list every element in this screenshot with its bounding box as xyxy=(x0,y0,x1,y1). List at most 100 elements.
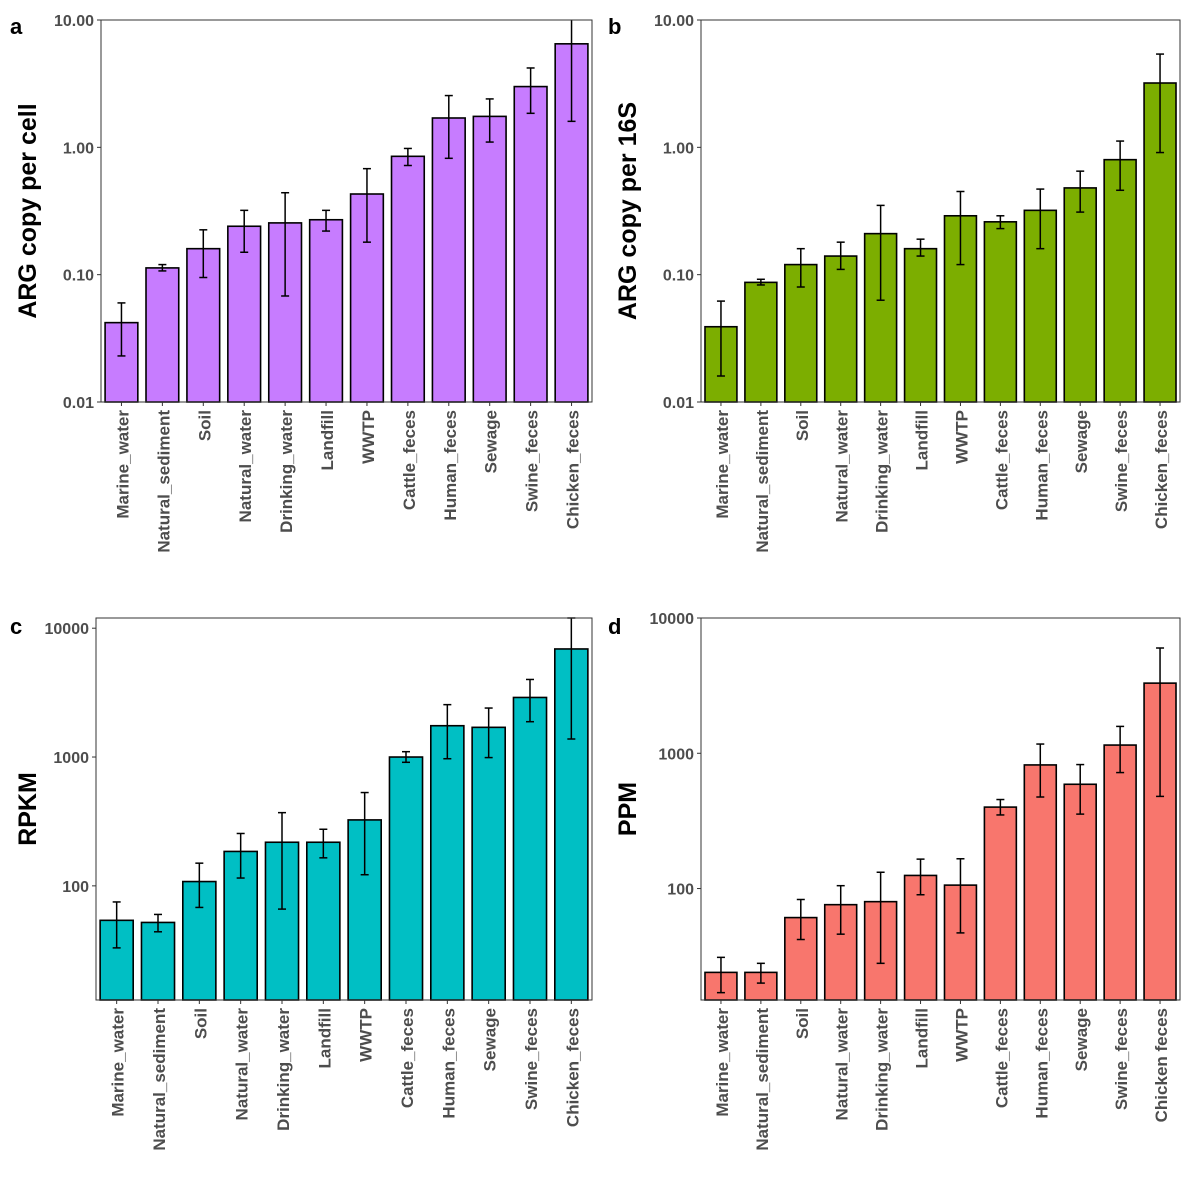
error-bar xyxy=(756,278,765,286)
bar xyxy=(1023,764,1058,1001)
error-bar xyxy=(360,791,369,876)
bar xyxy=(823,255,858,403)
error-bar xyxy=(836,884,845,935)
error-bar xyxy=(1036,188,1045,250)
error-bar xyxy=(484,707,493,759)
chart-panel-d: 100 1000 10000 Marine_water Natural_sediment… xyxy=(614,611,1181,1151)
x-tick-label: Human_feces xyxy=(439,1008,458,1119)
bar xyxy=(983,806,1018,1001)
error-bar xyxy=(567,20,576,123)
x-tick-label: Drinking_water xyxy=(277,410,296,533)
error-bar xyxy=(716,300,725,377)
error-bar xyxy=(240,209,249,253)
panel-label-b: b xyxy=(608,14,622,39)
panel-label-d: d xyxy=(608,614,622,639)
x-tick-label: Natural_water xyxy=(236,410,255,523)
bar xyxy=(1063,187,1097,403)
y-tick-label: 1000 xyxy=(53,750,89,767)
error-bar xyxy=(1156,53,1165,154)
x-tick-label: Soil xyxy=(793,410,812,441)
x-tick-label: Marine_water xyxy=(713,410,732,519)
error-bar xyxy=(403,147,412,167)
error-bar xyxy=(526,678,534,723)
error-bar xyxy=(278,811,286,910)
bar xyxy=(429,724,465,1001)
error-bar xyxy=(158,263,167,272)
chart-panel-c: 100 1000 10000 Marine_water Natural_sediment… xyxy=(14,617,593,1151)
x-tick-label: WWTP xyxy=(952,410,971,464)
x-tick-label: Cattle_feces xyxy=(398,1008,417,1108)
x-tick-label: WWTP xyxy=(357,1008,376,1062)
error-bar xyxy=(154,913,162,933)
bar xyxy=(308,218,344,403)
x-tick-label: Chicken_feces xyxy=(564,410,583,529)
x-tick-label: Sewage xyxy=(482,410,501,473)
error-bar xyxy=(1116,140,1125,192)
x-tick-label: Swine_feces xyxy=(522,1008,541,1110)
x-tick-label: Marine_water xyxy=(713,1008,732,1117)
panel-label-c: c xyxy=(10,614,23,639)
error-bar xyxy=(956,858,965,934)
y-tick-label: 10000 xyxy=(45,621,90,638)
error-bar xyxy=(112,901,121,949)
y-tick-label: 10000 xyxy=(650,611,695,628)
error-bar xyxy=(796,247,805,288)
error-bar xyxy=(444,94,453,160)
bar xyxy=(388,756,424,1001)
error-bar xyxy=(796,898,805,941)
x-tick-label: Marine_water xyxy=(113,410,132,519)
y-tick-label: 0.10 xyxy=(63,268,94,285)
error-bar xyxy=(236,832,245,879)
x-tick-label: Sewage xyxy=(481,1008,500,1071)
x-tick-label: Cattle_feces xyxy=(992,410,1011,510)
error-bar xyxy=(402,750,410,764)
bar xyxy=(512,696,548,1001)
error-bar xyxy=(716,956,725,994)
error-bar xyxy=(195,862,204,909)
plot-border xyxy=(100,19,593,403)
error-bar xyxy=(836,241,845,271)
y-tick-label: 0.01 xyxy=(63,395,94,412)
y-axis-title: RPKM xyxy=(14,772,42,846)
chart-panel-a: 0.01 0.10 1.00 10.00 Marine_water Natural_sed… xyxy=(14,13,593,553)
x-tick-label: Human_feces xyxy=(1032,1008,1051,1119)
x-tick-label: Natural_water xyxy=(833,1008,852,1121)
plot-border xyxy=(700,617,1181,1001)
y-axis-title: PPM xyxy=(614,782,642,836)
x-tick-label: Sewage xyxy=(1072,1008,1091,1071)
x-tick-label: WWTP xyxy=(952,1008,971,1062)
x-tick-label: Natural_sediment xyxy=(154,410,173,553)
x-tick-label: Cattle_feces xyxy=(400,410,419,510)
bar xyxy=(140,921,176,1001)
bar xyxy=(471,726,506,1001)
x-tick-label: Chicken_feces xyxy=(563,1008,582,1127)
bar xyxy=(744,281,778,403)
x-tick-label: Landfill xyxy=(913,1008,932,1068)
error-bar xyxy=(756,962,765,984)
error-bar xyxy=(916,238,925,257)
x-tick-label: Swine_feces xyxy=(523,410,542,512)
error-bar xyxy=(485,98,494,143)
x-tick-label: Landfill xyxy=(315,1008,334,1068)
x-tick-label: Natural_water xyxy=(833,410,852,523)
x-tick-label: Landfill xyxy=(318,410,337,470)
error-bar xyxy=(876,204,885,301)
bar xyxy=(903,247,938,403)
y-tick-label: 10.00 xyxy=(54,13,94,30)
y-tick-label: 0.01 xyxy=(663,395,694,412)
error-bar xyxy=(319,828,328,859)
y-tick-label: 100 xyxy=(62,879,89,896)
bar xyxy=(513,85,548,403)
x-tick-label: WWTP xyxy=(359,410,378,464)
x-tick-label: Soil xyxy=(195,410,214,441)
x-tick-label: Marine_water xyxy=(109,1008,128,1117)
x-tick-label: Human_feces xyxy=(441,410,460,521)
bar xyxy=(390,155,426,403)
bar xyxy=(431,117,466,403)
x-tick-label: Drinking_water xyxy=(274,1008,293,1131)
x-tick-label: Swine_feces xyxy=(1112,1008,1131,1110)
error-bar xyxy=(443,703,452,760)
error-bar xyxy=(1076,170,1085,213)
plot-border xyxy=(95,617,593,1001)
y-tick-label: 0.10 xyxy=(663,268,694,285)
